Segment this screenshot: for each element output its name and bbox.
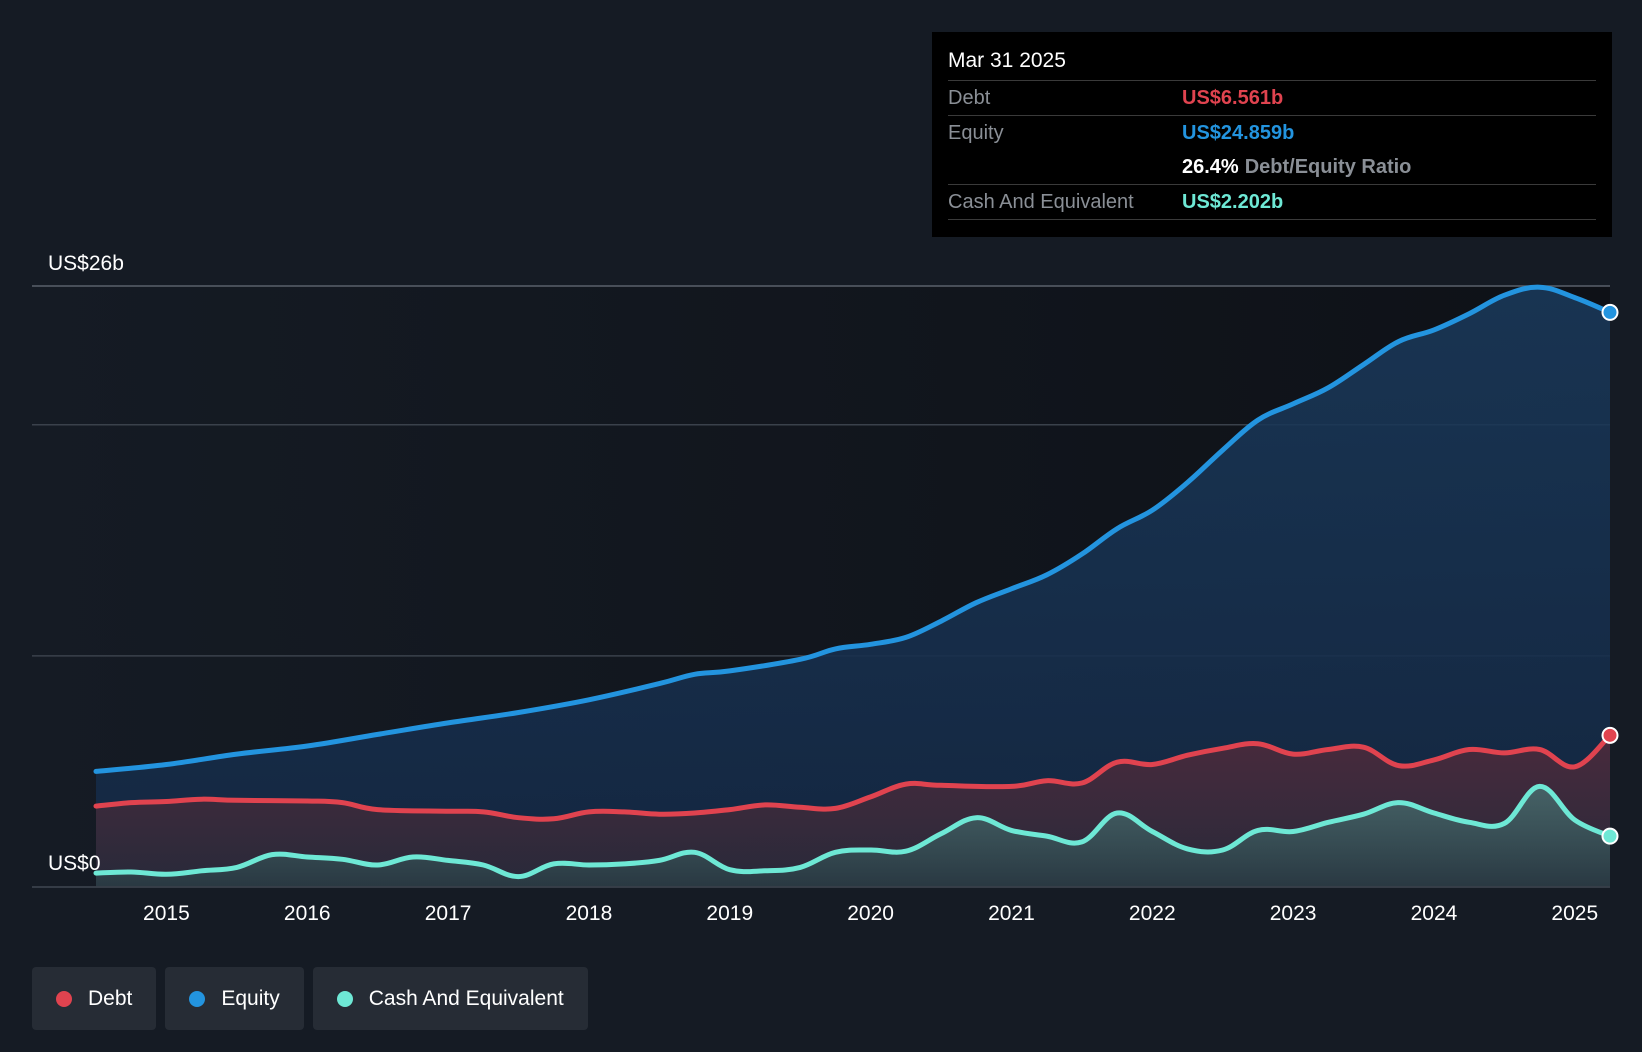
cash-area xyxy=(96,786,1610,887)
x-tick-label: 2024 xyxy=(1411,902,1458,925)
x-tick-label: 2019 xyxy=(706,902,753,925)
cash-dot-icon xyxy=(336,990,353,1007)
axis-labels: 2015 2016 2017 2018 2019 2020 2021 2022 2023 2024… xyxy=(32,252,1610,925)
tooltip-date: Mar 31 2025 xyxy=(948,49,1066,72)
cash-line xyxy=(93,783,1613,880)
end-markers xyxy=(1601,303,1619,845)
equity-dot-icon xyxy=(189,990,206,1007)
tooltip-cash-row: Cash And Equivalent US$2.202b xyxy=(948,184,1596,220)
x-tick-label: 2023 xyxy=(1270,902,1317,925)
tooltip-equity-value: US$24.859b xyxy=(1182,121,1295,144)
legend-item-equity[interactable]: Equity xyxy=(165,967,304,1030)
tooltip-cash-value: US$2.202b xyxy=(1182,190,1284,213)
x-tick-label: 2015 xyxy=(143,902,190,925)
cash-end-marker xyxy=(1601,827,1619,845)
x-tick-label: 2016 xyxy=(284,902,331,925)
tooltip-ratio-value: 26.4% xyxy=(1182,155,1239,178)
tooltip-debt-value: US$6.561b xyxy=(1182,86,1284,109)
chart-legend: Debt Equity Cash And Equivalent xyxy=(32,967,588,1030)
x-tick-label: 2022 xyxy=(1129,902,1176,925)
tooltip-equity-row: Equity US$24.859b xyxy=(948,115,1596,150)
series-lines xyxy=(93,284,1613,880)
tooltip-ratio-label: Debt/Equity Ratio xyxy=(1244,155,1412,178)
tooltip-ratio-row: 26.4% Debt/Equity Ratio xyxy=(948,150,1596,184)
x-tick-label: 2020 xyxy=(847,902,894,925)
x-tick-label: 2018 xyxy=(566,902,613,925)
debt-dot-icon xyxy=(56,990,72,1007)
tooltip-equity-label: Equity xyxy=(948,121,1004,144)
legend-item-debt[interactable]: Debt xyxy=(32,967,157,1030)
x-tick-label: 2021 xyxy=(988,902,1035,925)
y-axis-top-label: US$26b xyxy=(48,252,124,275)
debt-end-marker xyxy=(1601,726,1619,744)
equity-line xyxy=(93,284,1613,774)
legend-equity-label: Equity xyxy=(221,986,280,1010)
x-tick-label: 2025 xyxy=(1551,902,1598,925)
equity-end-marker xyxy=(1601,303,1619,321)
tooltip-panel: Mar 31 2025 Debt US$6.561b Equity US$24.… xyxy=(932,32,1612,237)
equity-area xyxy=(96,287,1610,887)
legend-debt-label: Debt xyxy=(88,986,133,1010)
legend-item-cash[interactable]: Cash And Equivalent xyxy=(312,967,588,1030)
x-tick-label: 2017 xyxy=(425,902,472,925)
y-axis-bottom-label: US$0 xyxy=(48,852,101,875)
legend-cash-label: Cash And Equivalent xyxy=(368,986,564,1010)
debt-line xyxy=(93,732,1613,822)
series-areas xyxy=(96,287,1610,887)
tooltip-debt-label: Debt xyxy=(948,86,991,109)
tooltip-debt-row: Debt US$6.561b xyxy=(948,80,1596,115)
tooltip-cash-label: Cash And Equivalent xyxy=(948,190,1134,213)
